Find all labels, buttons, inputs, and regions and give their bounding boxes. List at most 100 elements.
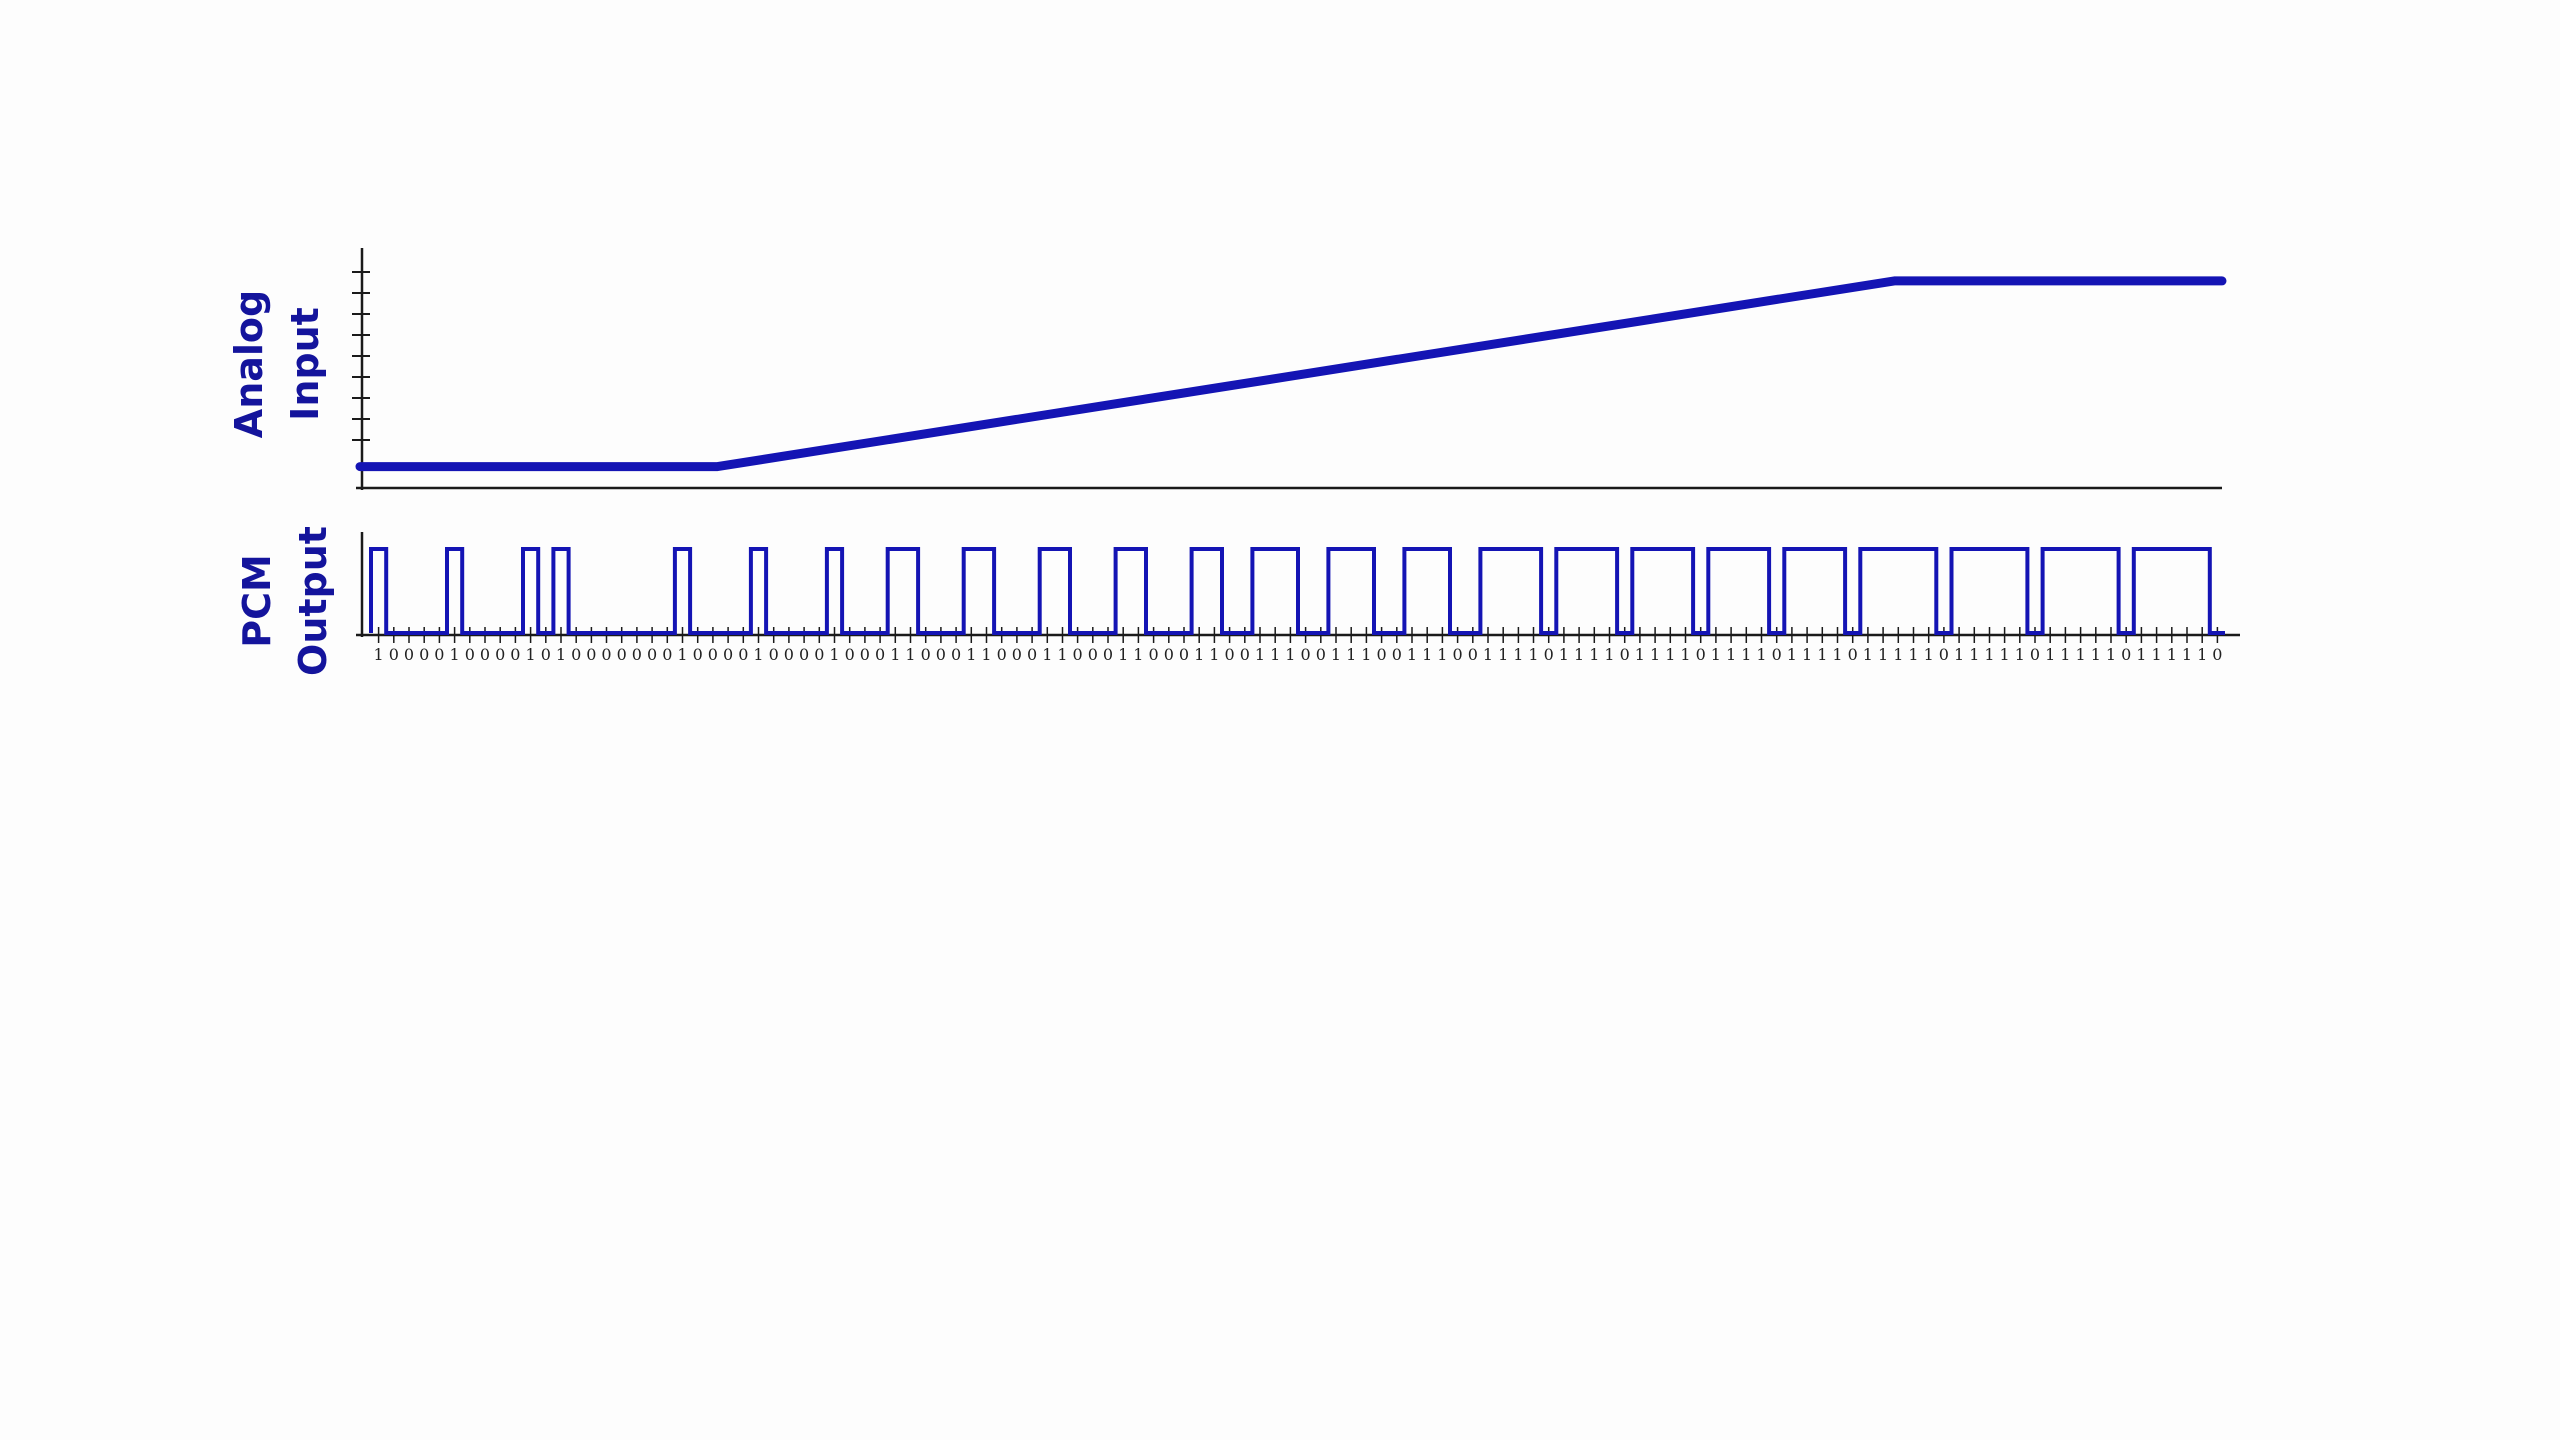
pcm-ylabel-line-1: PCM: [235, 554, 279, 648]
pcm-bit-label: 1: [2060, 645, 2070, 664]
pcm-bit-label: 0: [632, 645, 642, 664]
pcm-bit-label: 1: [2091, 645, 2101, 664]
pcm-bit-label: 0: [1696, 645, 1706, 664]
pcm-bit-label: 1: [1969, 645, 1979, 664]
pcm-bit-label: 0: [1316, 645, 1326, 664]
pcm-bit-label: 0: [1103, 645, 1113, 664]
pcm-bit-label: 1: [1787, 645, 1797, 664]
pcm-bit-label: 1: [1194, 645, 1204, 664]
pcm-bit-label: 1: [1802, 645, 1812, 664]
pcm-bit-label: 1: [1711, 645, 1721, 664]
pcm-bit-label: 1: [1863, 645, 1873, 664]
pcm-bit-label: 1: [753, 645, 763, 664]
pcm-bit-label: 1: [2167, 645, 2177, 664]
pcm-bit-label: 0: [936, 645, 946, 664]
pcm-bit-label: 1: [1331, 645, 1341, 664]
analog-input-panel: Analog Input: [227, 248, 2227, 490]
pcm-bit-label: 0: [404, 645, 414, 664]
pcm-bit-label: 1: [1604, 645, 1614, 664]
pcm-bit-label: 0: [541, 645, 551, 664]
pcm-bit-label: 1: [1665, 645, 1675, 664]
pcm-bit-label: 0: [1392, 645, 1402, 664]
pcm-bit-label: 1: [2197, 645, 2207, 664]
pcm-bit-label: 0: [769, 645, 779, 664]
pcm-bit-label: 1: [1559, 645, 1569, 664]
pcm-bit-label: 0: [1939, 645, 1949, 664]
pcm-bit-label: 0: [1544, 645, 1554, 664]
pcm-bit-label: 0: [1088, 645, 1098, 664]
pcm-bit-label: 1: [1984, 645, 1994, 664]
pcm-bit-label: 0: [1149, 645, 1159, 664]
pcm-bit-label: 0: [586, 645, 596, 664]
pcm-bit-label: 1: [1498, 645, 1508, 664]
pcm-bit-label: 0: [1225, 645, 1235, 664]
pcm-bit-label: 1: [1680, 645, 1690, 664]
pcm-bit-label: 0: [875, 645, 885, 664]
pcm-bit-label: 0: [814, 645, 824, 664]
pcm-bit-label: 1: [1832, 645, 1842, 664]
analog-ylabel-line-2: Input: [283, 307, 327, 421]
pcm-bit-label: 1: [1908, 645, 1918, 664]
pcm-bit-label: 1: [2106, 645, 2116, 664]
pcm-bit-label: 1: [2182, 645, 2192, 664]
pcm-bit-label: 1: [374, 645, 384, 664]
analog-input-line: [355, 276, 2227, 472]
pcm-bit-label: 0: [921, 645, 931, 664]
analog-y-ticks: [352, 271, 370, 441]
pcm-bit-label: 0: [1772, 645, 1782, 664]
pcm-bit-label: 1: [1483, 645, 1493, 664]
pcm-bit-label: 0: [738, 645, 748, 664]
pcm-bit-label: 1: [526, 645, 536, 664]
pcm-bit-label: 0: [1848, 645, 1858, 664]
pcm-bit-label: 0: [1620, 645, 1630, 664]
pcm-bit-label: 0: [799, 645, 809, 664]
pcm-bit-label: 1: [1650, 645, 1660, 664]
pcm-bit-label: 0: [723, 645, 733, 664]
pcm-bit-label: 1: [1361, 645, 1371, 664]
pcm-bit-label: 0: [845, 645, 855, 664]
pcm-bit-label: 1: [905, 645, 915, 664]
pcm-bit-label: 0: [2030, 645, 2040, 664]
pcm-bit-label: 1: [1528, 645, 1538, 664]
pcm-bit-label: 0: [1453, 645, 1463, 664]
pcm-bit-label: 1: [450, 645, 460, 664]
pcm-bit-label: 0: [1377, 645, 1387, 664]
pcm-bit-label: 1: [1346, 645, 1356, 664]
pcm-output-waveform: [369, 547, 2225, 635]
pcm-bit-label: 1: [2045, 645, 2055, 664]
pcm-bit-label: 1: [1255, 645, 1265, 664]
pcm-bit-label: 0: [951, 645, 961, 664]
pcm-bit-label: 1: [1042, 645, 1052, 664]
pcm-bit-label: 0: [708, 645, 718, 664]
pcm-bit-label: 1: [1057, 645, 1067, 664]
pcm-bit-label: 1: [2015, 645, 2025, 664]
pcm-bit-label: 0: [495, 645, 505, 664]
pcm-bit-label: 1: [1285, 645, 1295, 664]
pcm-bit-label: 1: [1756, 645, 1766, 664]
pcm-bit-label: 1: [1133, 645, 1143, 664]
pcm-bit-label: 0: [1179, 645, 1189, 664]
pcm-bit-label: 0: [647, 645, 657, 664]
pcm-bit-label: 1: [829, 645, 839, 664]
pcm-bit-label: 0: [2121, 645, 2131, 664]
pcm-bit-label: 0: [617, 645, 627, 664]
pcm-bit-label: 0: [1027, 645, 1037, 664]
pcm-bit-label: 1: [2000, 645, 2010, 664]
pcm-bit-label: 0: [571, 645, 581, 664]
pcm-bit-label: 1: [2136, 645, 2146, 664]
pcm-bit-label: 1: [1209, 645, 1219, 664]
pcm-bit-label: 0: [601, 645, 611, 664]
pcm-bit-label: 0: [662, 645, 672, 664]
pcm-bit-label: 1: [1817, 645, 1827, 664]
pcm-bit-label: 1: [890, 645, 900, 664]
pcm-bit-label: 0: [510, 645, 520, 664]
pcm-bit-label: 0: [1164, 645, 1174, 664]
pcm-bit-label: 0: [465, 645, 475, 664]
pcm-bit-label: 1: [1270, 645, 1280, 664]
pcm-bit-label: 1: [1422, 645, 1432, 664]
pcm-bit-label: 1: [1893, 645, 1903, 664]
pcm-bit-label: 1: [1118, 645, 1128, 664]
